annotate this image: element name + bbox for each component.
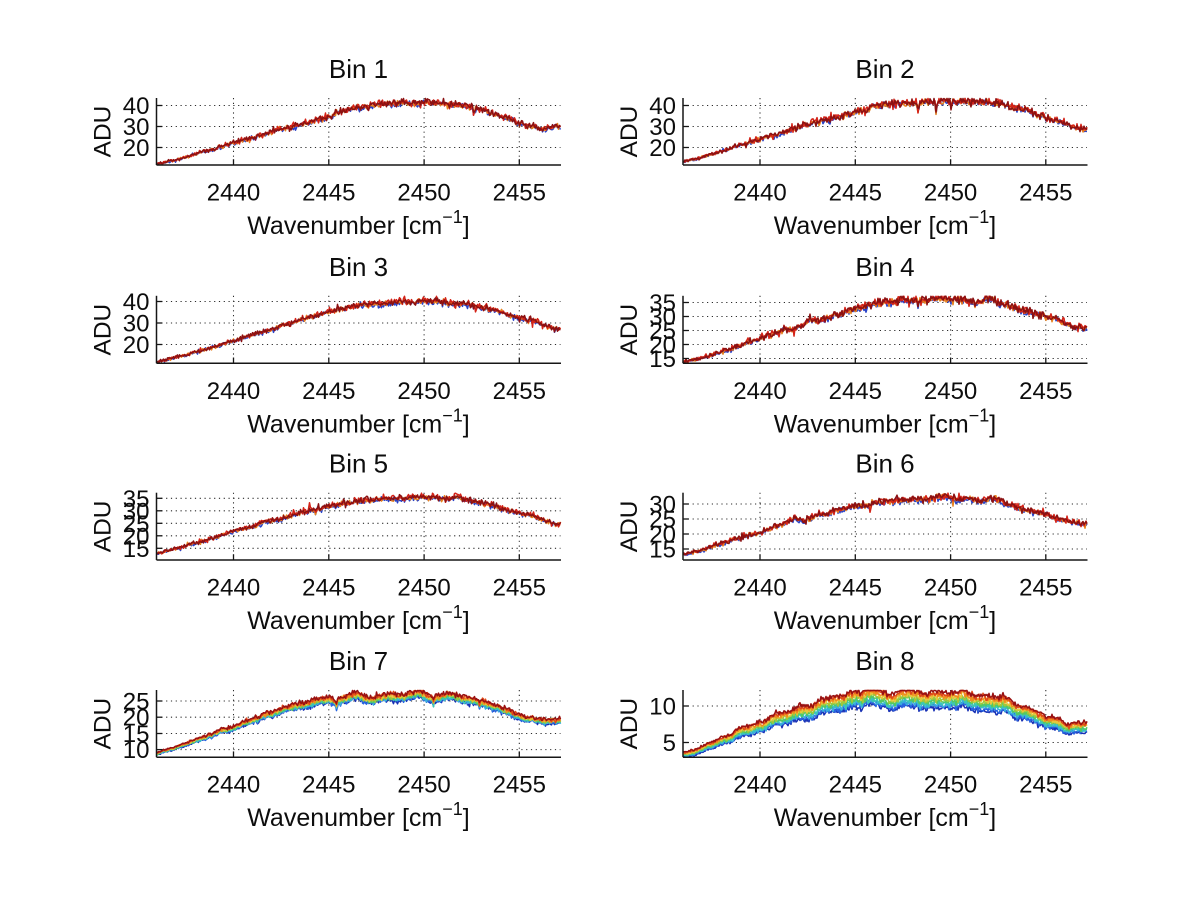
svg-text:25: 25 xyxy=(649,507,676,534)
svg-text:2450: 2450 xyxy=(397,575,450,602)
svg-text:20: 20 xyxy=(123,332,150,359)
svg-text:Wavenumber [cm−1]: Wavenumber [cm−1] xyxy=(774,799,996,832)
svg-text:2455: 2455 xyxy=(1019,378,1072,405)
svg-text:2455: 2455 xyxy=(1019,180,1072,207)
svg-text:2450: 2450 xyxy=(924,180,977,207)
svg-text:ADU: ADU xyxy=(90,698,117,750)
svg-text:Wavenumber [cm−1]: Wavenumber [cm−1] xyxy=(774,602,996,635)
svg-text:ADU: ADU xyxy=(616,501,643,553)
svg-text:20: 20 xyxy=(649,135,676,162)
svg-text:15: 15 xyxy=(123,536,150,563)
svg-text:2440: 2440 xyxy=(733,180,786,207)
svg-text:2445: 2445 xyxy=(302,180,355,207)
svg-text:20: 20 xyxy=(123,705,150,732)
svg-text:2450: 2450 xyxy=(397,378,450,405)
svg-text:30: 30 xyxy=(123,498,150,525)
svg-text:Wavenumber [cm−1]: Wavenumber [cm−1] xyxy=(247,602,469,635)
svg-text:5: 5 xyxy=(663,730,676,757)
svg-text:20: 20 xyxy=(123,135,150,162)
svg-text:25: 25 xyxy=(123,511,150,538)
svg-text:2440: 2440 xyxy=(733,772,786,799)
svg-text:30: 30 xyxy=(123,114,150,141)
svg-text:ADU: ADU xyxy=(616,304,643,356)
svg-text:2445: 2445 xyxy=(302,575,355,602)
svg-text:ADU: ADU xyxy=(616,106,643,158)
svg-text:Wavenumber [cm−1]: Wavenumber [cm−1] xyxy=(247,799,469,832)
svg-text:25: 25 xyxy=(649,318,676,345)
svg-text:2440: 2440 xyxy=(733,378,786,405)
svg-text:35: 35 xyxy=(123,486,150,513)
svg-text:10: 10 xyxy=(649,694,676,721)
svg-text:2450: 2450 xyxy=(397,180,450,207)
svg-text:30: 30 xyxy=(649,492,676,519)
svg-text:25: 25 xyxy=(123,689,150,716)
svg-text:10: 10 xyxy=(123,737,150,764)
svg-text:30: 30 xyxy=(649,304,676,331)
svg-text:2450: 2450 xyxy=(924,378,977,405)
svg-text:2455: 2455 xyxy=(1019,772,1072,799)
svg-text:2455: 2455 xyxy=(493,180,546,207)
svg-text:40: 40 xyxy=(649,93,676,120)
svg-text:Bin 8: Bin 8 xyxy=(855,646,914,676)
svg-text:2455: 2455 xyxy=(1019,575,1072,602)
svg-text:2440: 2440 xyxy=(207,378,260,405)
svg-text:Wavenumber [cm−1]: Wavenumber [cm−1] xyxy=(247,405,469,438)
svg-text:ADU: ADU xyxy=(90,106,117,158)
svg-text:2445: 2445 xyxy=(302,378,355,405)
svg-text:20: 20 xyxy=(123,523,150,550)
svg-text:ADU: ADU xyxy=(90,501,117,553)
svg-text:15: 15 xyxy=(649,537,676,564)
svg-text:40: 40 xyxy=(123,93,150,120)
svg-text:40: 40 xyxy=(123,289,150,316)
svg-text:2455: 2455 xyxy=(493,575,546,602)
svg-text:35: 35 xyxy=(649,290,676,317)
svg-text:2440: 2440 xyxy=(207,575,260,602)
svg-text:15: 15 xyxy=(123,721,150,748)
svg-text:2450: 2450 xyxy=(924,772,977,799)
svg-text:ADU: ADU xyxy=(616,698,643,750)
svg-text:Bin 7: Bin 7 xyxy=(329,646,388,676)
svg-text:2450: 2450 xyxy=(397,772,450,799)
svg-text:2455: 2455 xyxy=(493,772,546,799)
svg-text:2440: 2440 xyxy=(733,575,786,602)
svg-text:30: 30 xyxy=(649,114,676,141)
svg-text:Bin 4: Bin 4 xyxy=(855,252,914,282)
svg-text:2440: 2440 xyxy=(207,772,260,799)
svg-text:Bin 5: Bin 5 xyxy=(329,449,388,479)
svg-text:ADU: ADU xyxy=(90,304,117,356)
svg-text:20: 20 xyxy=(649,522,676,549)
svg-text:Bin 3: Bin 3 xyxy=(329,252,388,282)
svg-text:2445: 2445 xyxy=(829,575,882,602)
svg-text:20: 20 xyxy=(649,332,676,359)
svg-text:2455: 2455 xyxy=(493,378,546,405)
svg-text:2445: 2445 xyxy=(829,180,882,207)
svg-text:Bin 1: Bin 1 xyxy=(329,54,388,84)
svg-text:2445: 2445 xyxy=(829,378,882,405)
svg-text:2450: 2450 xyxy=(924,575,977,602)
svg-text:Wavenumber [cm−1]: Wavenumber [cm−1] xyxy=(774,405,996,438)
svg-text:Wavenumber [cm−1]: Wavenumber [cm−1] xyxy=(247,207,469,240)
svg-text:Bin 2: Bin 2 xyxy=(855,54,914,84)
svg-text:Wavenumber [cm−1]: Wavenumber [cm−1] xyxy=(774,207,996,240)
svg-text:2440: 2440 xyxy=(207,180,260,207)
svg-text:Bin 6: Bin 6 xyxy=(855,449,914,479)
svg-text:2445: 2445 xyxy=(302,772,355,799)
svg-text:30: 30 xyxy=(123,311,150,338)
svg-text:15: 15 xyxy=(649,346,676,373)
svg-text:2445: 2445 xyxy=(829,772,882,799)
